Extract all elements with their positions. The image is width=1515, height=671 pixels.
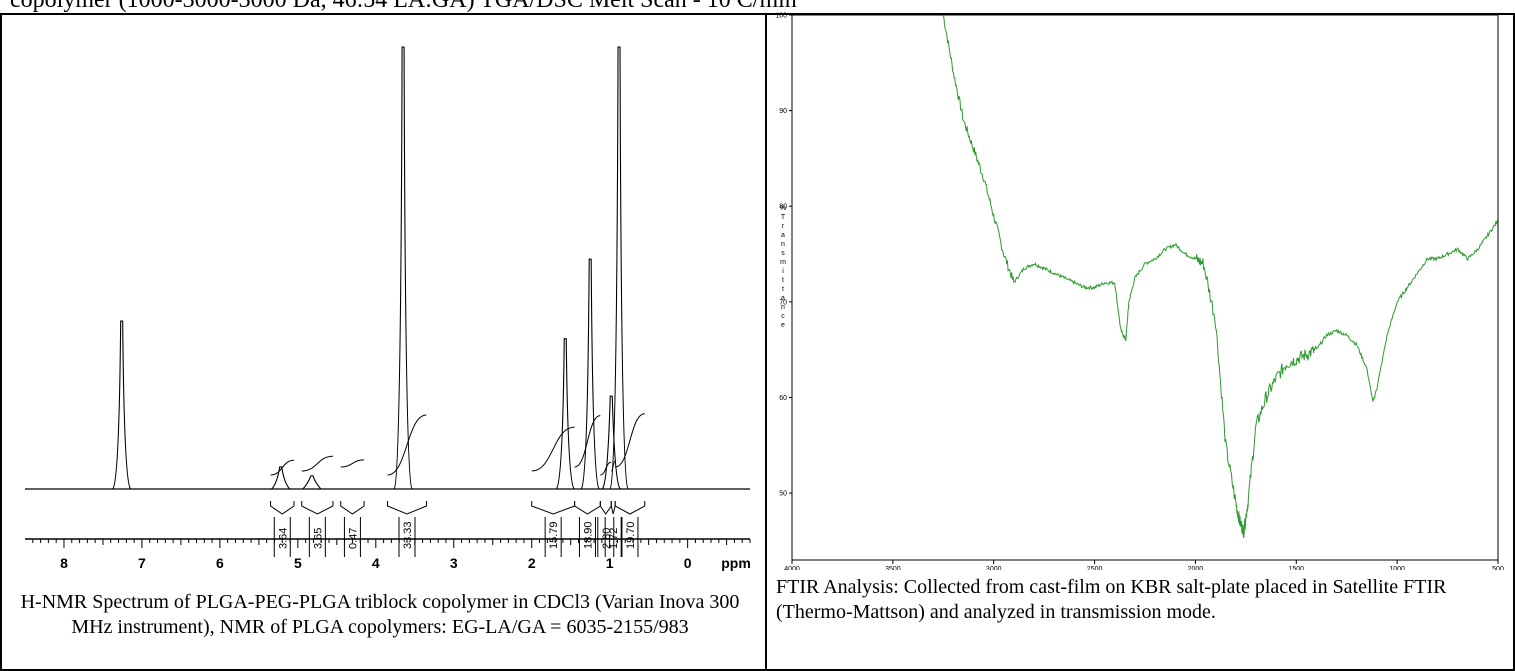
nmr-peak bbox=[580, 258, 600, 490]
nmr-x-tick-label: 1 bbox=[606, 555, 614, 571]
nmr-integral-bracket bbox=[270, 501, 295, 515]
nmr-spectrum-chart: 3.64 3.65 0.47 33.33 15.79 18.90 2.801.72 19.70… bbox=[25, 46, 751, 571]
ftir-spectrum-chart: 4000350030002500200015001000500Wavenumbe… bbox=[775, 13, 1504, 571]
ftir-transmittance-line bbox=[942, 15, 1499, 538]
nmr-integral-bracket bbox=[614, 501, 646, 515]
nmr-integral-bracket bbox=[599, 501, 612, 515]
nmr-x-tick-label: 5 bbox=[294, 555, 302, 571]
ftir-y-tick-label: 90 bbox=[779, 108, 787, 115]
ftir-x-tick-label: 2000 bbox=[1188, 566, 1204, 570]
nmr-integral-curve bbox=[340, 459, 365, 468]
ftir-panel: 4000350030002500200015001000500Wavenumbe… bbox=[767, 0, 1513, 571]
nmr-integral-curve bbox=[387, 414, 427, 476]
nmr-panel: 3.64 3.65 0.47 33.33 15.79 18.90 2.80 1.72 19.70… bbox=[0, 15, 765, 590]
ftir-caption: FTIR Analysis: Collected from cast-film … bbox=[776, 576, 1447, 623]
nmr-peak bbox=[555, 338, 575, 490]
ftir-x-tick-label: 1000 bbox=[1389, 566, 1405, 570]
nmr-integral-curve bbox=[615, 413, 645, 468]
frame-left-border bbox=[0, 13, 2, 671]
ftir-x-tick-label: 1500 bbox=[1288, 566, 1304, 570]
nmr-x-tick-label: 2 bbox=[528, 555, 536, 571]
frame-bottom-border bbox=[0, 669, 1515, 671]
nmr-integral-curve bbox=[574, 415, 601, 468]
nmr-integral-bracket bbox=[610, 501, 616, 515]
nmr-integral-bracket bbox=[301, 501, 334, 515]
ftir-y-tick-label: 100 bbox=[775, 13, 787, 20]
nmr-peak bbox=[601, 395, 621, 490]
nmr-x-axis-label: ppm bbox=[721, 555, 751, 571]
nmr-x-tick-label: 8 bbox=[60, 555, 68, 571]
nmr-peak bbox=[609, 46, 629, 490]
nmr-integral-label: 19.70 bbox=[625, 521, 637, 549]
nmr-integral-curve bbox=[531, 426, 575, 472]
nmr-integral-bracket bbox=[574, 501, 601, 515]
top-text: copolymer (1000-3000-3000 Da, 46:54 LA:G… bbox=[10, 0, 797, 13]
ftir-y-tick-label: 80 bbox=[779, 204, 787, 211]
ftir-plot-frame bbox=[791, 14, 1499, 561]
nmr-integral-bracket bbox=[387, 501, 427, 515]
nmr-integral-curve bbox=[600, 461, 612, 476]
nmr-integral-curves bbox=[270, 413, 645, 476]
ftir-x-tick-label: 2500 bbox=[1087, 566, 1103, 570]
nmr-peak bbox=[112, 320, 132, 490]
nmr-x-tick-label: 3 bbox=[450, 555, 458, 571]
nmr-peak bbox=[393, 46, 413, 490]
ftir-x-tick-label: 4000 bbox=[784, 566, 800, 570]
nmr-x-tick-label: 0 bbox=[684, 555, 692, 571]
nmr-integral-bracket bbox=[531, 501, 576, 515]
nmr-integral-label: 18.90 bbox=[582, 521, 594, 549]
nmr-integral-curve bbox=[301, 455, 333, 472]
frame-right-border bbox=[1513, 13, 1515, 671]
nmr-caption: H-NMR Spectrum of PLGA-PEG-PLGA triblock… bbox=[20, 591, 740, 638]
nmr-x-tick-label: 7 bbox=[138, 555, 146, 571]
ftir-x-tick-label: 500 bbox=[1492, 566, 1504, 570]
ftir-x-tick-label: 3500 bbox=[885, 566, 901, 570]
nmr-integral-bracket bbox=[340, 501, 365, 515]
ftir-x-tick-label: 3000 bbox=[986, 566, 1002, 570]
nmr-integral-label: 33.33 bbox=[402, 521, 414, 549]
ftir-y-tick-label: 60 bbox=[779, 395, 787, 402]
nmr-peak bbox=[302, 475, 322, 490]
nmr-x-tick-label: 4 bbox=[372, 555, 380, 571]
nmr-peak bbox=[271, 466, 291, 490]
ftir-y-tick-label: 70 bbox=[779, 299, 787, 306]
ftir-y-tick-label: 50 bbox=[779, 491, 787, 498]
nmr-integral-label: 15.79 bbox=[548, 521, 560, 549]
frame-top-border bbox=[0, 13, 1515, 15]
frame-middle-divider bbox=[765, 13, 767, 671]
nmr-x-tick-label: 6 bbox=[216, 555, 224, 571]
